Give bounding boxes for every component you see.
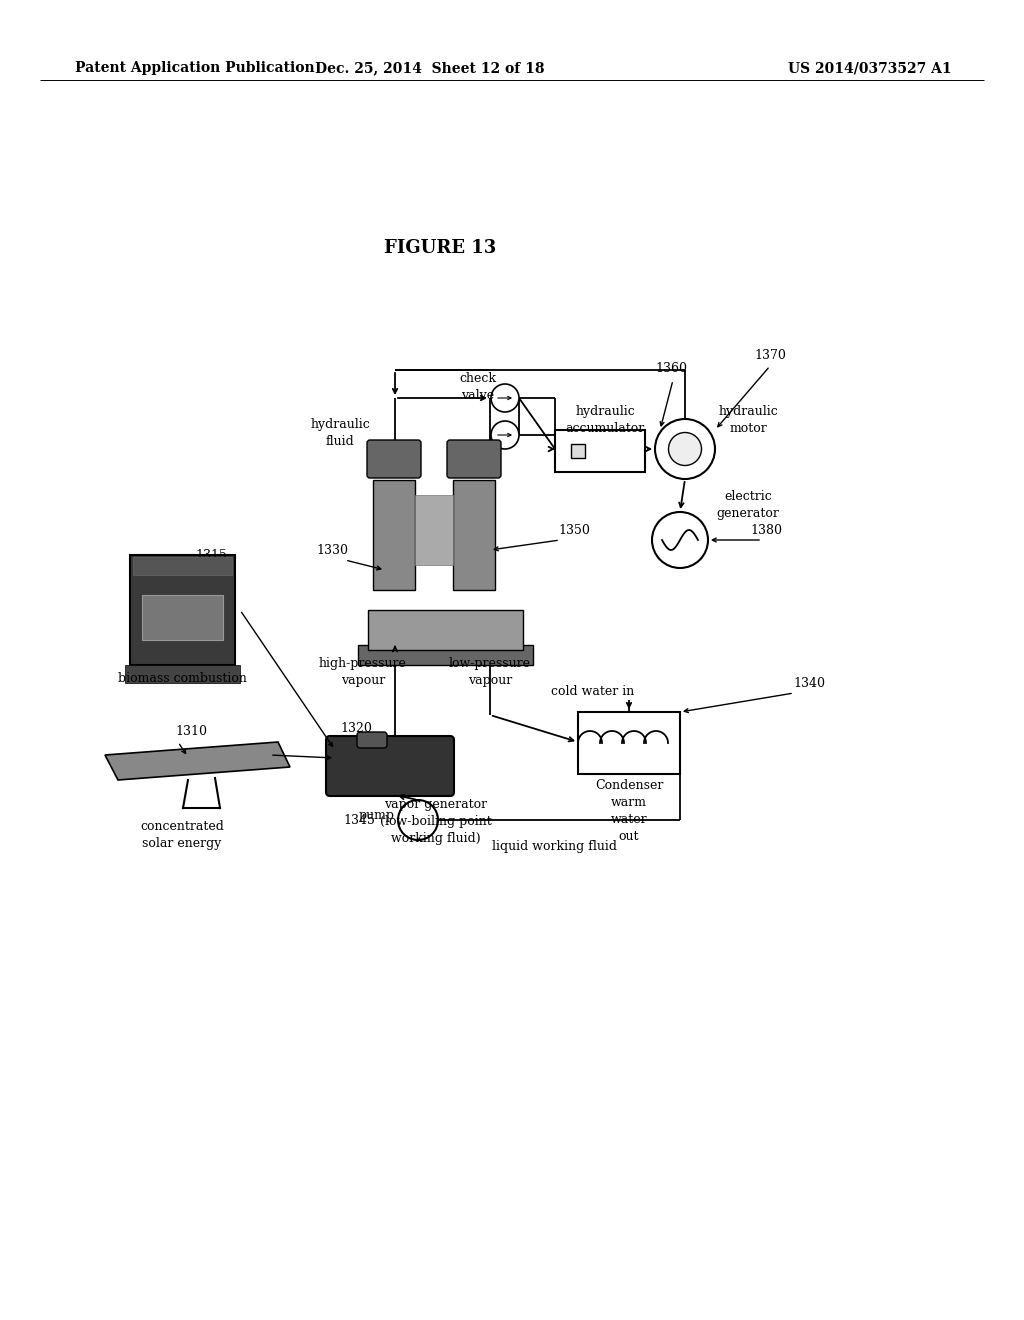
Text: 1350: 1350	[558, 524, 590, 537]
Text: 1380: 1380	[750, 524, 782, 537]
FancyBboxPatch shape	[326, 737, 454, 796]
Text: biomass combustion: biomass combustion	[118, 672, 247, 685]
Circle shape	[490, 421, 519, 449]
Text: liquid working fluid: liquid working fluid	[493, 840, 617, 853]
Bar	[555, 430, 645, 473]
Text: 1345: 1345	[343, 813, 375, 826]
Text: Patent Application Publication: Patent Application Publication	[75, 61, 314, 75]
Bar	[578, 711, 680, 774]
Text: 1320: 1320	[340, 722, 372, 735]
Text: pump: pump	[359, 808, 395, 821]
Bar	[453, 480, 495, 590]
Text: cold water in: cold water in	[551, 685, 635, 698]
Text: hydraulic
fluid: hydraulic fluid	[310, 418, 370, 447]
Bar	[368, 610, 523, 649]
Circle shape	[655, 418, 715, 479]
Bar	[373, 480, 415, 590]
Text: 1340: 1340	[793, 677, 825, 690]
Bar	[570, 444, 585, 458]
Text: 1360: 1360	[655, 362, 687, 375]
Bar	[415, 495, 453, 565]
Text: high-pressure
vapour: high-pressure vapour	[319, 657, 407, 686]
FancyBboxPatch shape	[367, 440, 421, 478]
Text: electric
generator: electric generator	[717, 490, 779, 520]
Text: FIGURE 13: FIGURE 13	[384, 239, 496, 257]
Text: 1370: 1370	[754, 348, 785, 362]
Text: low-pressure
vapour: low-pressure vapour	[449, 657, 531, 686]
FancyBboxPatch shape	[447, 440, 501, 478]
Text: check
valve: check valve	[460, 372, 497, 403]
Bar	[358, 645, 534, 665]
Text: 1315: 1315	[195, 549, 227, 562]
Polygon shape	[105, 742, 290, 780]
Text: concentrated
solar energy: concentrated solar energy	[140, 820, 224, 850]
Text: Condenser
warm
water
out: Condenser warm water out	[595, 779, 664, 843]
Circle shape	[398, 800, 438, 840]
Bar	[133, 557, 232, 576]
Bar	[142, 595, 223, 640]
Text: Dec. 25, 2014  Sheet 12 of 18: Dec. 25, 2014 Sheet 12 of 18	[315, 61, 545, 75]
Bar	[125, 665, 240, 682]
FancyBboxPatch shape	[357, 733, 387, 748]
Bar	[130, 554, 234, 665]
Circle shape	[669, 433, 701, 466]
Circle shape	[490, 384, 519, 412]
Text: 1310: 1310	[175, 725, 207, 738]
Text: hydraulic
motor: hydraulic motor	[718, 405, 778, 436]
Text: US 2014/0373527 A1: US 2014/0373527 A1	[788, 61, 952, 75]
Text: vapor generator
(low-boiling point
working fluid): vapor generator (low-boiling point worki…	[380, 799, 492, 845]
Text: hydraulic
accumulator: hydraulic accumulator	[565, 405, 645, 436]
Text: 1330: 1330	[316, 544, 348, 557]
Circle shape	[652, 512, 708, 568]
